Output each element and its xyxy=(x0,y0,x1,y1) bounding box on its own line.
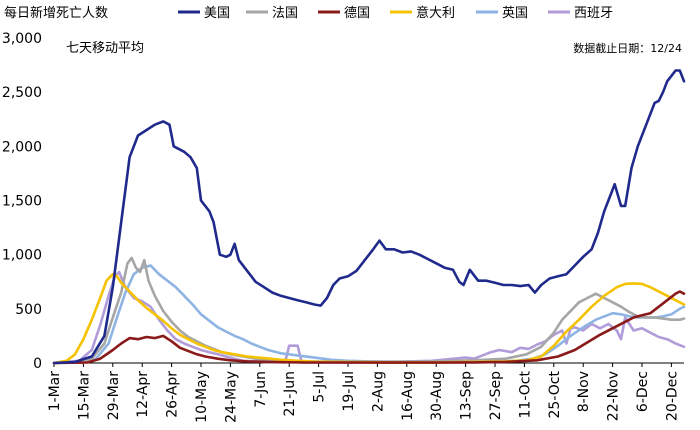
data-cutoff-note: 数据截止日期：12/24 xyxy=(573,41,682,55)
x-tick-label: 15-Mar xyxy=(76,371,92,421)
legend-label: 意大利 xyxy=(416,5,455,21)
x-tick-label: 24-May xyxy=(223,371,239,423)
y-axis: 0 500 1,000 1,500 2,000 2,500 3,000 xyxy=(2,31,42,372)
legend-label: 德国 xyxy=(344,6,370,21)
legend: 每日新增死亡人数 美国 法国 德国 意大利 英国 西班牙 xyxy=(4,5,613,21)
x-tick-label: 30-Aug xyxy=(429,371,445,421)
legend-label: 美国 xyxy=(204,6,230,21)
x-tick-label: 2-Aug xyxy=(370,371,386,412)
x-tick-label: 12-Apr xyxy=(135,371,151,418)
plot-area xyxy=(52,69,686,365)
x-tick-label: 16-Aug xyxy=(400,371,416,421)
x-tick-label: 20-Dec xyxy=(664,371,680,421)
x-tick-label: 27-Sep xyxy=(488,371,504,420)
y-tick-label: 3,000 xyxy=(2,31,42,47)
series-line-2 xyxy=(52,290,686,365)
x-axis: 1-Mar 15-Mar 29-Mar 12-Apr 26-Apr 10-May 24-Ma… xyxy=(47,362,684,423)
x-tick-label: 5-Jul xyxy=(312,371,328,403)
x-tick-label: 1-Mar xyxy=(47,371,63,412)
y-tick-label: 500 xyxy=(15,302,42,318)
x-tick-label: 11-Oct xyxy=(517,370,533,418)
x-tick-label: 8-Nov xyxy=(576,371,592,412)
x-tick-label: 7-Jun xyxy=(253,371,269,408)
y-tick-label: 1,500 xyxy=(2,194,42,210)
x-tick-label: 10-May xyxy=(194,371,210,423)
x-tick-label: 13-Sep xyxy=(459,371,475,420)
x-tick-label: 21-Jun xyxy=(282,371,298,417)
series-line-3 xyxy=(52,272,686,365)
legend-label: 英国 xyxy=(502,6,528,21)
x-tick-label: 6-Dec xyxy=(635,371,651,412)
y-tick-label: 0 xyxy=(33,356,42,372)
y-tick-label: 1,000 xyxy=(2,248,42,264)
series-line-4 xyxy=(52,264,686,365)
x-tick-label: 19-Jul xyxy=(341,371,357,412)
series-line-0 xyxy=(52,69,686,365)
series-line-5 xyxy=(52,270,686,365)
x-tick-label: 29-Mar xyxy=(106,371,122,421)
y-tick-label: 2,500 xyxy=(2,85,42,101)
x-tick-label: 22-Nov xyxy=(606,371,622,421)
y-tick-label: 2,000 xyxy=(2,139,42,155)
chart-title: 每日新增死亡人数 xyxy=(4,5,108,21)
x-tick-label: 25-Oct xyxy=(547,370,563,418)
chart-subtitle: 七天移动平均 xyxy=(66,41,144,56)
legend-label: 法国 xyxy=(272,6,298,21)
x-tick-label: 26-Apr xyxy=(165,371,181,418)
legend-label: 西班牙 xyxy=(574,6,613,21)
